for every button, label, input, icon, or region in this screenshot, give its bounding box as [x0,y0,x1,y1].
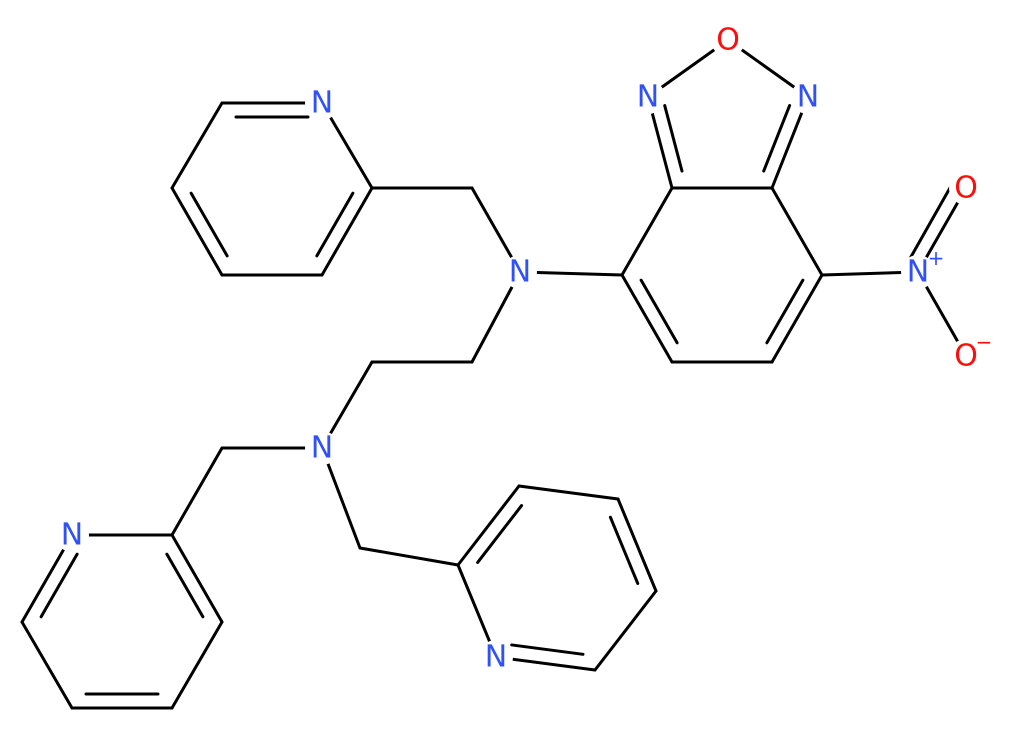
atom-label: N [61,518,83,553]
bonds [20,38,968,710]
atom-label: N [797,80,819,115]
atom-background [949,339,983,373]
bond [320,446,362,550]
atom-background [901,255,935,289]
bond [170,533,224,624]
bond [762,103,792,173]
atom-background [479,640,513,674]
atom-label: N [485,640,507,675]
atom-background [631,80,665,114]
bond [517,484,620,501]
bond [639,278,679,345]
atom-background [305,86,339,120]
bond [909,179,956,259]
bond [476,504,524,564]
bond [170,620,224,710]
atom-label: N [637,80,659,115]
bond [320,186,374,277]
bond [765,278,805,345]
atom-background [305,431,339,465]
atom-label: N [907,255,929,290]
bond [20,620,74,710]
bond [170,186,224,277]
atom-background [949,171,983,205]
bond [593,589,658,672]
bond [456,484,521,567]
atom-label: O [954,171,978,206]
atom-label: O [716,23,740,58]
bond [620,273,674,364]
bond [620,186,674,277]
atom-charge: − [976,330,993,354]
atom-label: N [509,255,531,290]
atom-label: N [311,86,333,121]
atom-background [503,255,537,289]
bond [608,515,640,585]
atom-background [791,80,825,114]
bond [770,273,824,364]
atom-charge: + [928,246,945,270]
bond [518,270,624,277]
bond [39,552,79,619]
bond [170,446,224,537]
bond [170,101,224,190]
bond [165,552,205,619]
atom-label: N [311,431,333,466]
bond [663,104,684,173]
bond [189,191,229,258]
bond [315,191,355,258]
bond [616,497,658,593]
atom-label: O [954,339,978,374]
bond [510,643,585,656]
atom-background [55,518,89,552]
bond [770,186,824,277]
bond [358,546,460,567]
atom-background [711,23,745,57]
